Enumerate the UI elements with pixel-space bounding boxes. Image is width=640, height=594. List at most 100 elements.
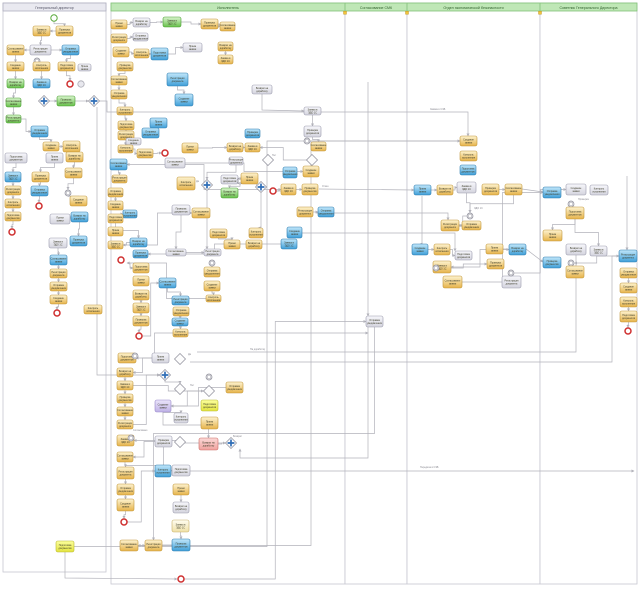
lane-collapse-marker[interactable] bbox=[343, 10, 347, 15]
gateway-exclusive-icon[interactable] bbox=[306, 154, 318, 166]
intermediate-event-icon[interactable] bbox=[64, 189, 72, 197]
intermediate-event-icon[interactable] bbox=[131, 352, 139, 360]
lane-collapse-marker[interactable] bbox=[405, 10, 409, 15]
gateway-exclusive-icon[interactable] bbox=[174, 353, 186, 365]
end-event-icon[interactable] bbox=[120, 518, 128, 526]
gateway-exclusive-icon[interactable] bbox=[203, 385, 215, 397]
gateway-parallel-icon[interactable] bbox=[88, 95, 100, 107]
end-event-icon[interactable] bbox=[53, 309, 61, 317]
intermediate-event-icon[interactable] bbox=[466, 212, 474, 220]
end-event-icon[interactable] bbox=[66, 80, 74, 88]
gateway-parallel-icon[interactable] bbox=[201, 179, 213, 191]
start-event-icon[interactable] bbox=[50, 14, 58, 22]
end-event-icon[interactable] bbox=[624, 327, 632, 335]
intermediate-event-icon[interactable] bbox=[567, 200, 575, 208]
end-event-icon[interactable] bbox=[269, 187, 277, 195]
event-gray-icon[interactable] bbox=[77, 80, 85, 88]
intermediate-event-icon[interactable] bbox=[205, 373, 213, 381]
end-event-icon[interactable] bbox=[161, 149, 169, 157]
